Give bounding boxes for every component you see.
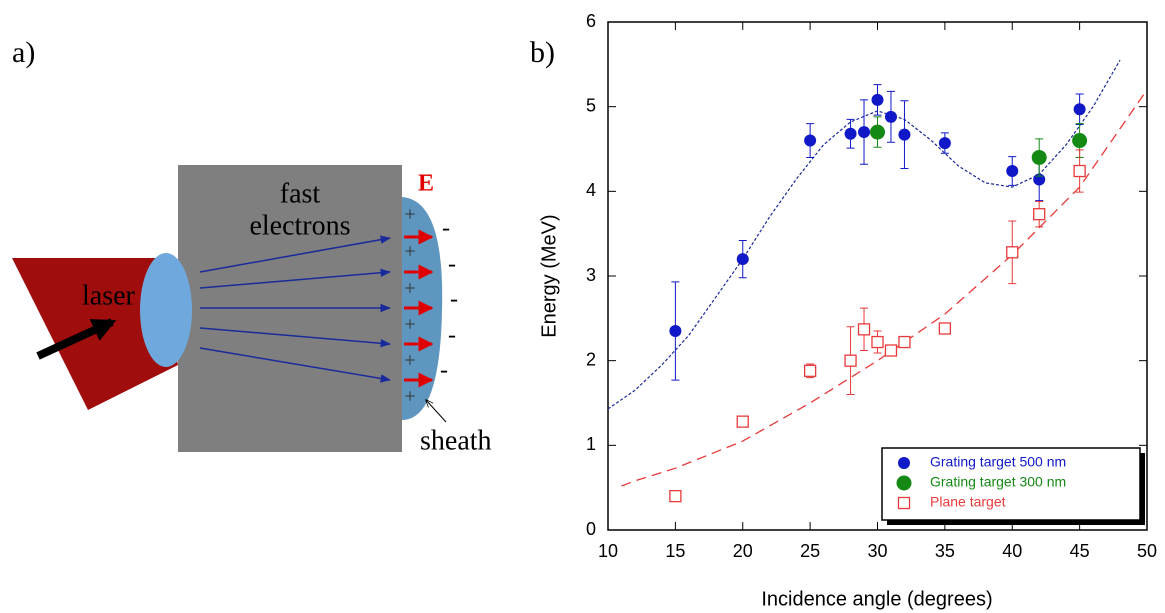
sheath-label: sheath	[420, 425, 492, 456]
marker	[857, 323, 871, 336]
electron-arrow	[199, 235, 392, 273]
marker	[1073, 164, 1086, 178]
marker	[804, 134, 817, 147]
x-tick-label: 40	[1002, 541, 1022, 561]
marker	[1072, 133, 1088, 149]
focal-spot	[140, 253, 192, 367]
plus-sign: +	[404, 350, 415, 372]
plus-sign: +	[404, 314, 415, 336]
y-tick-label: 6	[586, 11, 596, 31]
minus-sign: -	[442, 216, 450, 242]
y-tick-label: 4	[586, 180, 596, 200]
marker	[896, 475, 912, 491]
marker	[803, 364, 817, 377]
x-tick-label: 20	[733, 541, 753, 561]
plus-sign: +	[404, 278, 415, 300]
marker	[898, 335, 911, 349]
marker	[938, 137, 951, 150]
x-axis-label: Incidence angle (degrees)	[761, 588, 992, 610]
plus-sign: +	[404, 241, 415, 263]
y-tick-label: 0	[586, 519, 596, 539]
electron-arrow	[199, 347, 392, 383]
x-tick-label: 25	[800, 541, 820, 561]
marker	[844, 127, 857, 140]
marker	[1006, 165, 1019, 178]
y-tick-label: 1	[586, 434, 596, 454]
panel-label: a)	[12, 36, 35, 69]
marker	[736, 415, 749, 428]
minus-sign: -	[450, 287, 458, 313]
x-tick-label: 35	[935, 541, 955, 561]
marker	[871, 93, 884, 106]
marker	[938, 322, 952, 335]
y-tick-label: 3	[586, 265, 596, 285]
electrons-label: electrons	[249, 210, 350, 241]
electron-arrow	[199, 268, 392, 289]
plus-sign: +	[404, 204, 415, 226]
marker	[844, 354, 857, 367]
laser-arrow	[36, 318, 117, 360]
marker	[898, 457, 910, 469]
minus-sign: -	[448, 323, 456, 349]
marker	[669, 489, 682, 503]
x-tick-label: 45	[1070, 541, 1090, 561]
fit-curve	[621, 89, 1148, 487]
y-tick-label: 5	[586, 95, 596, 115]
panel-label: b)	[530, 36, 555, 69]
sheath-pointer	[426, 400, 447, 423]
marker	[884, 110, 897, 123]
marker	[898, 128, 911, 141]
marker	[870, 124, 885, 140]
marker	[897, 496, 911, 510]
marker	[1006, 246, 1019, 259]
x-tick-label: 15	[665, 541, 685, 561]
electron-arrows	[199, 235, 392, 383]
marker	[669, 325, 682, 338]
marker	[858, 126, 871, 139]
field-label: E	[418, 171, 434, 197]
minus-sign: -	[440, 358, 448, 384]
marker	[1073, 103, 1086, 116]
x-tick-label: 50	[1137, 541, 1157, 561]
panel-b: b) Incidence angle (degrees) Energy (MeV…	[530, 11, 1157, 611]
x-tick-label: 10	[598, 541, 618, 561]
legend-label: Plane target	[930, 494, 1006, 510]
marker	[736, 253, 749, 266]
minus-sign: -	[448, 252, 456, 278]
legend-label: Grating target 500 nm	[930, 454, 1066, 470]
marker	[884, 344, 898, 357]
marker	[1033, 208, 1046, 221]
legend-box	[881, 447, 1141, 521]
plus-sign: +	[404, 386, 415, 408]
y-tick-label: 2	[586, 349, 596, 369]
x-tick-label: 30	[867, 541, 887, 561]
legend-label: Grating target 300 nm	[930, 474, 1066, 490]
y-axis-label: Energy (MeV)	[538, 214, 560, 337]
electrons-label: fast	[280, 178, 321, 209]
panel-a: a) laser fast electrons E + + + +	[12, 36, 492, 456]
marker	[1031, 149, 1047, 165]
field-arrows	[404, 229, 434, 388]
laser-label: laser	[82, 280, 136, 311]
marker	[871, 335, 884, 349]
electron-arrow	[199, 327, 392, 348]
